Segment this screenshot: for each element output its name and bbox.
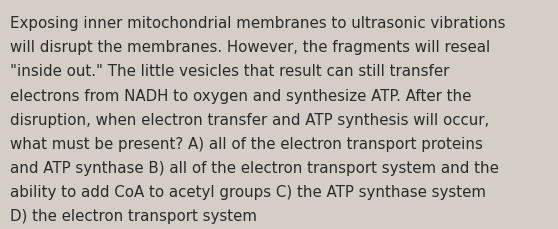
Text: electrons from NADH to oxygen and synthesize ATP. After the: electrons from NADH to oxygen and synthe… (10, 88, 472, 103)
Text: D) the electron transport system: D) the electron transport system (10, 208, 257, 223)
Text: will disrupt the membranes. However, the fragments will reseal: will disrupt the membranes. However, the… (10, 40, 490, 55)
Text: what must be present? A) all of the electron transport proteins: what must be present? A) all of the elec… (10, 136, 483, 151)
Text: "inside out." The little vesicles that result can still transfer: "inside out." The little vesicles that r… (10, 64, 449, 79)
Text: Exposing inner mitochondrial membranes to ultrasonic vibrations: Exposing inner mitochondrial membranes t… (10, 16, 506, 31)
Text: ability to add CoA to acetyl groups C) the ATP synthase system: ability to add CoA to acetyl groups C) t… (10, 184, 486, 199)
Text: and ATP synthase B) all of the electron transport system and the: and ATP synthase B) all of the electron … (10, 160, 499, 175)
Text: disruption, when electron transfer and ATP synthesis will occur,: disruption, when electron transfer and A… (10, 112, 489, 127)
